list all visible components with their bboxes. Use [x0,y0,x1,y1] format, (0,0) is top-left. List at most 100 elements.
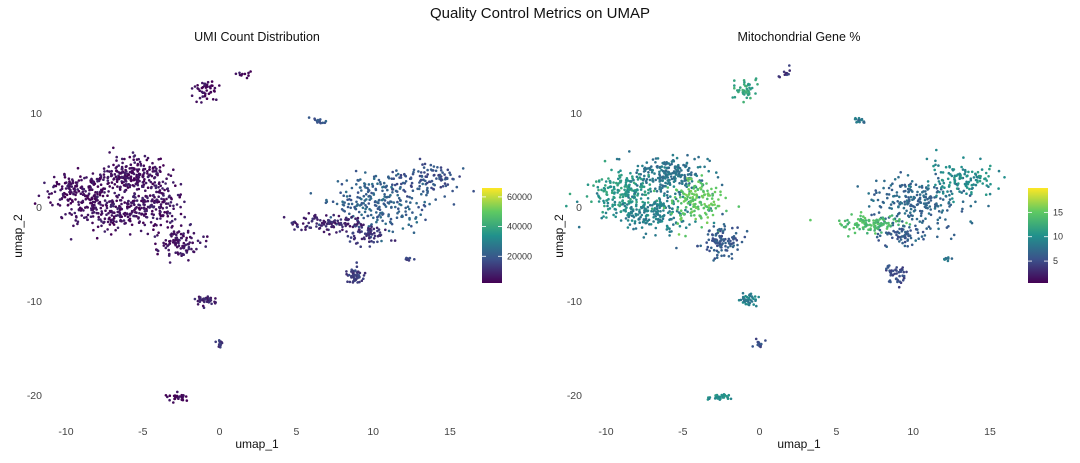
data-point [418,174,422,178]
y-tick-label: 10 [570,108,582,120]
data-point [106,194,109,197]
y-tick-label: -10 [27,296,42,308]
data-point [48,192,51,196]
data-point [715,241,719,245]
data-point [736,89,739,92]
data-point [350,270,353,273]
data-point [647,171,650,174]
data-point [179,212,183,216]
data-point [124,178,127,182]
data-point [726,239,730,243]
data-point [360,237,364,241]
data-point [156,249,160,253]
data-point [192,250,196,254]
data-point [76,222,79,226]
data-point [908,234,912,237]
data-point [335,231,338,234]
data-point [205,300,209,304]
data-point [647,191,650,195]
data-point [875,235,879,239]
data-point [948,166,951,169]
data-point [200,86,204,90]
data-point [684,206,688,209]
data-point [123,157,126,161]
data-point [608,207,612,210]
data-point [687,184,691,187]
data-point [656,221,660,224]
data-point [616,188,620,192]
data-point [377,178,381,182]
data-point [420,175,424,178]
data-point [899,270,903,274]
data-point [346,280,349,284]
y-tick-label: 0 [576,202,582,214]
data-point [920,235,924,238]
data-point [651,168,654,172]
data-point [106,182,109,185]
colorbar-tick-label: 5 [1053,256,1058,266]
data-point [971,186,974,190]
data-point [606,204,609,208]
data-point [585,195,589,198]
data-point [149,221,153,224]
data-point [733,95,737,99]
data-point [670,199,674,202]
data-point [135,211,138,214]
data-point [96,199,99,202]
data-point [103,217,107,220]
data-point [872,223,876,226]
data-point [745,87,749,91]
data-point [115,159,118,162]
data-point [81,190,85,194]
data-point [671,201,674,205]
data-point [867,228,870,231]
data-point [966,174,969,177]
data-point [374,187,378,191]
data-point [668,210,671,213]
data-point [922,202,926,205]
data-point [914,183,918,186]
data-point [649,187,652,191]
data-point [307,212,311,215]
data-point [670,162,673,166]
data-point [55,180,59,184]
data-point [118,204,121,208]
data-point [695,196,698,199]
data-point [658,174,662,177]
data-point [356,220,360,223]
data-point [711,194,714,197]
colorbar-tick-label: 15 [1053,207,1063,217]
data-point [167,248,170,252]
data-point [937,210,941,213]
data-point [425,193,428,197]
data-point [614,215,617,219]
data-point [410,181,414,185]
data-point [112,202,115,206]
data-point [727,393,731,397]
data-point [339,218,343,221]
data-point [916,199,920,203]
data-point [631,175,634,178]
data-point [699,244,702,248]
data-point [139,229,143,233]
data-point [838,219,841,222]
data-point [349,236,353,239]
data-point [667,170,670,174]
data-point [193,297,197,301]
data-point [654,178,657,182]
data-point [58,204,62,207]
data-point [338,230,342,233]
data-point [145,158,149,162]
data-point [904,189,907,193]
data-point [147,179,151,182]
data-point [602,201,606,205]
data-point [238,71,241,75]
data-point [119,171,123,175]
data-point [929,199,933,202]
data-point [130,170,134,174]
data-point [381,189,384,193]
data-point [679,195,682,199]
data-point [360,197,363,201]
data-point [138,220,141,223]
data-point [751,345,754,348]
